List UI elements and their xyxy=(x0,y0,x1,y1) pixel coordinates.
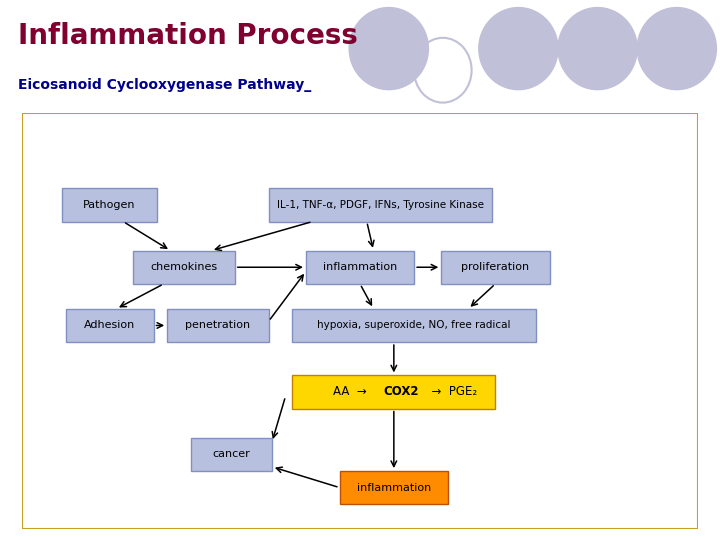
Text: Adhesion: Adhesion xyxy=(84,320,135,330)
Text: Pathogen: Pathogen xyxy=(84,200,136,210)
Text: →  PGE₂: → PGE₂ xyxy=(424,386,477,399)
FancyBboxPatch shape xyxy=(340,471,448,504)
FancyBboxPatch shape xyxy=(62,188,157,221)
FancyBboxPatch shape xyxy=(167,309,269,342)
Text: proliferation: proliferation xyxy=(462,262,529,272)
FancyBboxPatch shape xyxy=(292,309,536,342)
Text: inflammation: inflammation xyxy=(323,262,397,272)
FancyBboxPatch shape xyxy=(441,251,549,284)
Ellipse shape xyxy=(349,8,428,90)
Ellipse shape xyxy=(479,8,558,90)
Text: IL-1, TNF-α, PDGF, IFNs, Tyrosine Kinase: IL-1, TNF-α, PDGF, IFNs, Tyrosine Kinase xyxy=(276,200,484,210)
Text: Inflammation Process: Inflammation Process xyxy=(18,22,358,50)
FancyBboxPatch shape xyxy=(22,113,698,529)
FancyBboxPatch shape xyxy=(133,251,235,284)
FancyBboxPatch shape xyxy=(66,309,153,342)
Text: COX2: COX2 xyxy=(384,386,419,399)
Text: cancer: cancer xyxy=(212,449,251,460)
Text: chemokines: chemokines xyxy=(150,262,217,272)
Text: AA  →: AA → xyxy=(333,386,374,399)
Text: hypoxia, superoxide, NO, free radical: hypoxia, superoxide, NO, free radical xyxy=(318,320,511,330)
Text: Eicosanoid Cyclooxygenase Pathway_: Eicosanoid Cyclooxygenase Pathway_ xyxy=(18,78,311,92)
FancyBboxPatch shape xyxy=(269,188,492,221)
Ellipse shape xyxy=(558,8,637,90)
Ellipse shape xyxy=(637,8,716,90)
FancyBboxPatch shape xyxy=(191,438,272,471)
Text: inflammation: inflammation xyxy=(356,483,431,492)
Text: penetration: penetration xyxy=(185,320,251,330)
FancyBboxPatch shape xyxy=(306,251,414,284)
FancyBboxPatch shape xyxy=(292,375,495,409)
